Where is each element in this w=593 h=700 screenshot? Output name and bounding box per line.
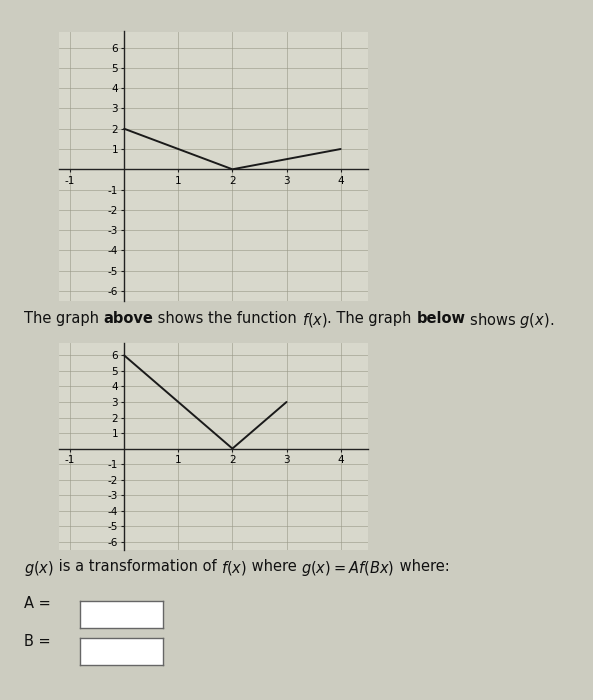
Text: where:: where: <box>394 559 449 573</box>
Text: $f(x)$: $f(x)$ <box>302 312 327 330</box>
Text: The graph: The graph <box>24 312 103 326</box>
Text: is a transformation of: is a transformation of <box>54 559 221 573</box>
Text: B =: B = <box>24 634 50 648</box>
Text: $g(x) = Af(Bx)$: $g(x) = Af(Bx)$ <box>301 559 394 578</box>
Text: above: above <box>103 312 153 326</box>
Text: where: where <box>247 559 301 573</box>
Text: below: below <box>416 312 466 326</box>
Text: A =: A = <box>24 596 50 611</box>
Text: $g(x)$: $g(x)$ <box>24 559 54 578</box>
Text: shows $g(x)$.: shows $g(x)$. <box>466 312 554 330</box>
Text: . The graph: . The graph <box>327 312 416 326</box>
Text: shows the function: shows the function <box>153 312 302 326</box>
Text: $f(x)$: $f(x)$ <box>221 559 247 577</box>
